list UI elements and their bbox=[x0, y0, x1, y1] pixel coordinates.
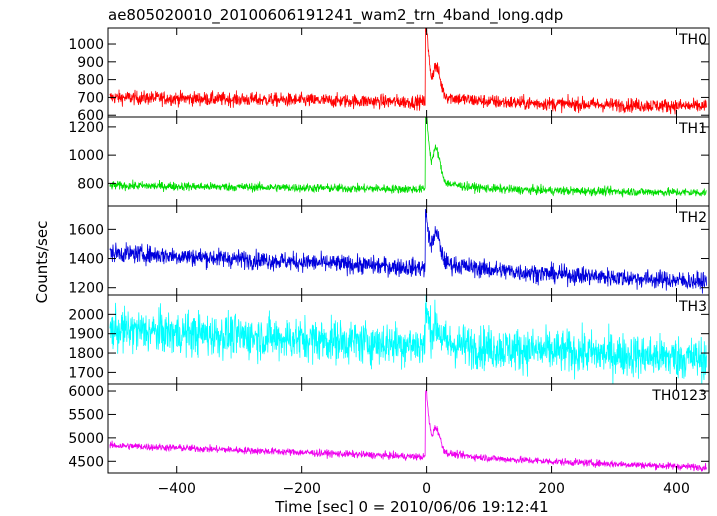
x-tick-label: −200 bbox=[282, 481, 320, 497]
series-line-th1 bbox=[109, 117, 707, 198]
panel-label-th3: TH3 bbox=[678, 299, 707, 315]
series-line-th3 bbox=[109, 295, 707, 384]
y-tick-label: 1600 bbox=[68, 222, 104, 238]
y-tick-label: 2000 bbox=[68, 307, 104, 323]
x-tick-label: 400 bbox=[663, 481, 690, 497]
y-tick-label: 1900 bbox=[68, 327, 104, 343]
y-tick-label: 4500 bbox=[68, 454, 104, 470]
y-tick-label: 1200 bbox=[68, 120, 104, 136]
x-axis-label: Time [sec] 0 = 2010/06/06 19:12:41 bbox=[274, 498, 548, 516]
y-tick-label: 1000 bbox=[68, 37, 104, 53]
series-line-th2 bbox=[109, 208, 707, 294]
series-line-th0 bbox=[109, 28, 707, 115]
y-tick-label: 5000 bbox=[68, 431, 104, 447]
series-line-th0123 bbox=[109, 389, 707, 472]
x-tick-label: −400 bbox=[157, 481, 195, 497]
y-tick-label: 1700 bbox=[68, 365, 104, 381]
panel-th3: 1700 1800 1900 2000 TH3 bbox=[68, 294, 710, 385]
y-tick-label: 1200 bbox=[68, 281, 104, 297]
y-tick-label: 5500 bbox=[68, 407, 104, 423]
panel-th1: 800 1000 1200 TH1 bbox=[68, 116, 710, 207]
y-tick-label: 600 bbox=[77, 108, 104, 124]
y-tick-label: 1800 bbox=[68, 346, 104, 362]
panel-frame bbox=[107, 383, 710, 474]
panel-th0123: 4500 5000 5500 6000 TH0123 bbox=[68, 383, 710, 474]
y-tick-label: 900 bbox=[77, 55, 104, 71]
panel-label-th0123: TH0123 bbox=[651, 388, 707, 404]
panel-label-th2: TH2 bbox=[678, 210, 707, 226]
y-tick-label: 1000 bbox=[68, 148, 104, 164]
y-tick-label: 6000 bbox=[68, 384, 104, 400]
panel-label-th0: TH0 bbox=[678, 32, 707, 48]
x-tick-label: 200 bbox=[538, 481, 565, 497]
panel-label-th1: TH1 bbox=[678, 121, 707, 137]
y-axis-label: Counts/sec bbox=[33, 221, 51, 304]
y-tick-label: 1400 bbox=[68, 252, 104, 268]
chart-title: ae805020010_20100606191241_wam2_trn_4ban… bbox=[108, 6, 563, 25]
x-tick-labels: −400 −200 0 200 400 bbox=[157, 481, 689, 497]
panel-th2: 1200 1400 1600 TH2 bbox=[68, 205, 710, 297]
y-tick-label: 800 bbox=[77, 176, 104, 192]
y-tick-label: 700 bbox=[77, 90, 104, 106]
x-tick-label: 0 bbox=[422, 481, 431, 497]
y-tick-label: 800 bbox=[77, 73, 104, 89]
